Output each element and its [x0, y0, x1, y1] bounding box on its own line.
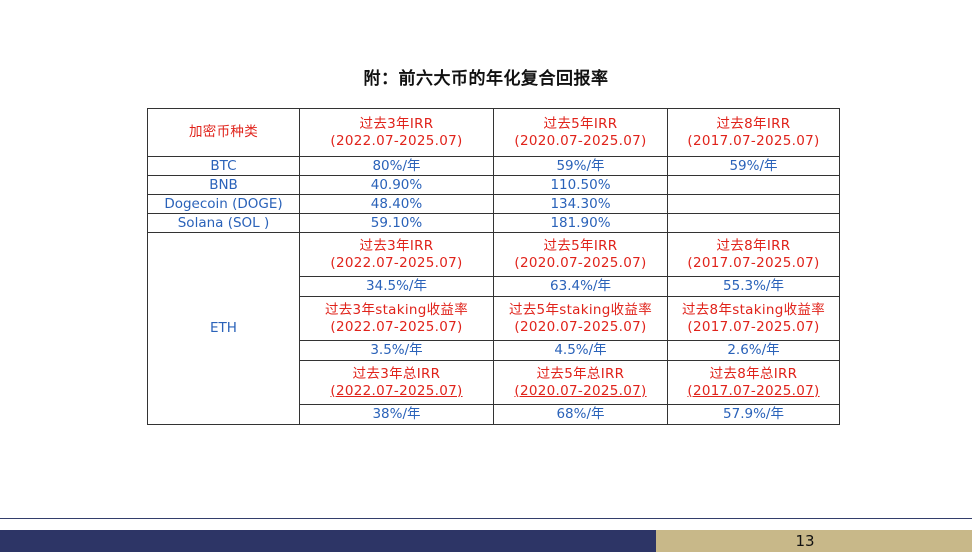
value-cell: 181.90%	[493, 213, 668, 233]
value-cell: 68%/年	[493, 404, 668, 425]
value-cell: 34.5%/年	[299, 276, 494, 297]
table-header-row: 加密币种类 过去3年IRR (2022.07-2025.07) 过去5年IRR (2…	[147, 108, 840, 157]
value-cell: 4.5%/年	[493, 340, 668, 361]
header-cell-8y: 过去8年IRR (2017.07-2025.07)	[667, 108, 840, 157]
irr-table: 加密币种类 过去3年IRR (2022.07-2025.07) 过去5年IRR (2…	[147, 108, 840, 425]
header-cell-3y: 过去3年IRR (2022.07-2025.07)	[299, 108, 494, 157]
eth-header-cell: 过去8年IRR (2017.07-2025.07)	[667, 232, 840, 277]
value-cell: 48.40%	[299, 194, 494, 214]
eth-header-cell: 过去5年staking收益率 (2020.07-2025.07)	[493, 296, 668, 341]
value-cell	[667, 175, 840, 195]
eth-total-value-row: 38%/年 68%/年 57.9%/年	[148, 404, 840, 425]
value-cell: 134.30%	[493, 194, 668, 214]
eth-header-cell: 过去5年IRR (2020.07-2025.07)	[493, 232, 668, 277]
coin-name-cell: Dogecoin (DOGE)	[147, 194, 300, 214]
table-row-btc: BTC 80%/年 59%/年 59%/年	[147, 156, 840, 176]
eth-staking-header-row: 过去3年staking收益率 (2022.07-2025.07) 过去5年stak…	[148, 296, 840, 341]
value-cell: 59%/年	[493, 156, 668, 176]
value-cell	[667, 213, 840, 233]
value-cell: 110.50%	[493, 175, 668, 195]
corner-header-cell: 加密币种类	[147, 108, 300, 157]
value-cell: 55.3%/年	[667, 276, 840, 297]
value-cell: 59.10%	[299, 213, 494, 233]
eth-total-header-row: 过去3年总IRR (2022.07-2025.07) 过去5年总IRR (2020.…	[148, 360, 840, 405]
eth-header-cell: 过去3年IRR (2022.07-2025.07)	[299, 232, 494, 277]
coin-name-cell-eth: ETH	[147, 232, 300, 425]
footer-bar-left	[0, 530, 656, 552]
value-cell: 63.4%/年	[493, 276, 668, 297]
footer-bar-right	[656, 530, 972, 552]
value-cell: 80%/年	[299, 156, 494, 176]
footer-divider	[0, 518, 972, 519]
value-cell: 3.5%/年	[299, 340, 494, 361]
table-row-doge: Dogecoin (DOGE) 48.40% 134.30%	[147, 194, 840, 214]
table-row-sol: Solana (SOL ) 59.10% 181.90%	[147, 213, 840, 233]
eth-header-cell: 过去8年总IRR (2017.07-2025.07)	[667, 360, 840, 405]
eth-header-cell: 过去8年staking收益率 (2017.07-2025.07)	[667, 296, 840, 341]
value-cell: 2.6%/年	[667, 340, 840, 361]
value-cell: 57.9%/年	[667, 404, 840, 425]
eth-header-cell: 过去5年总IRR (2020.07-2025.07)	[493, 360, 668, 405]
value-cell: 38%/年	[299, 404, 494, 425]
page-title: 附：前六大币的年化复合回报率	[363, 69, 609, 89]
page-number: 13	[795, 532, 815, 550]
header-cell-5y: 过去5年IRR (2020.07-2025.07)	[493, 108, 668, 157]
coin-name-cell: BTC	[147, 156, 300, 176]
eth-header-cell: 过去3年staking收益率 (2022.07-2025.07)	[299, 296, 494, 341]
coin-name-cell: BNB	[147, 175, 300, 195]
eth-irr-header-row: ETH 过去3年IRR (2022.07-2025.07) 过去5年IRR (202…	[147, 232, 840, 425]
value-cell: 40.90%	[299, 175, 494, 195]
eth-header-cell: 过去3年总IRR (2022.07-2025.07)	[299, 360, 494, 405]
table-row-bnb: BNB 40.90% 110.50%	[147, 175, 840, 195]
coin-name-cell: Solana (SOL )	[147, 213, 300, 233]
value-cell: 59%/年	[667, 156, 840, 176]
value-cell	[667, 194, 840, 214]
